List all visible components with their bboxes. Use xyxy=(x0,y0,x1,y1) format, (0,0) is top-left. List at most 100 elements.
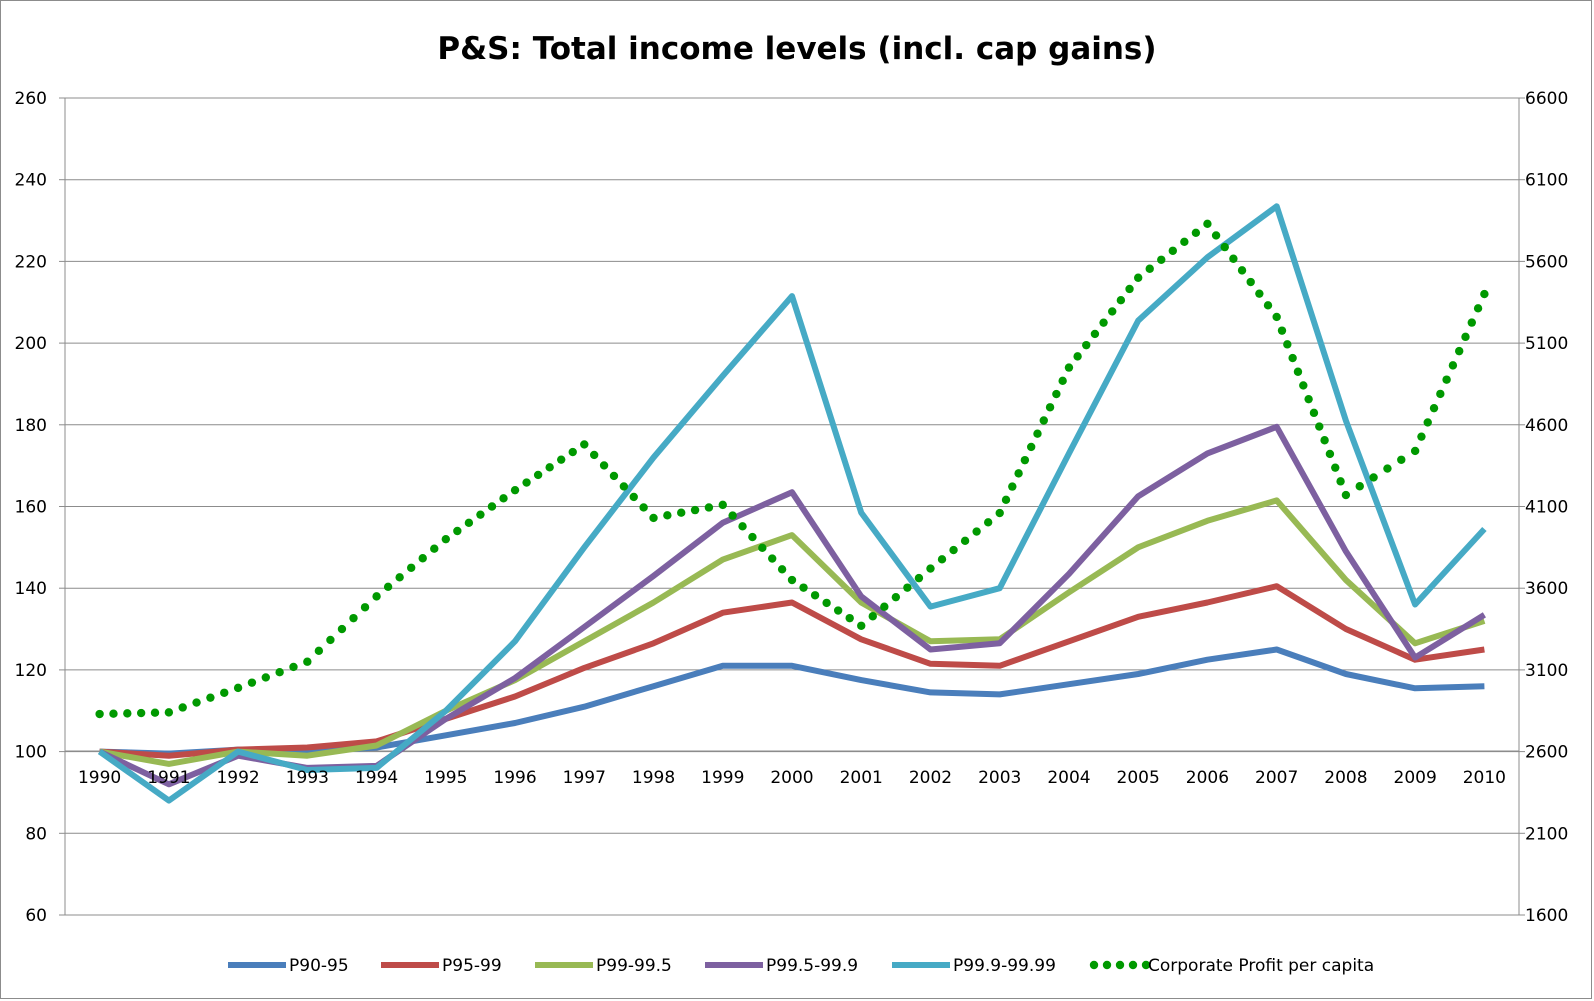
series-corporate-profit-dots xyxy=(95,219,1489,719)
data-point xyxy=(609,471,619,481)
y-tick-label: 80 xyxy=(25,824,47,844)
data-point xyxy=(1397,455,1406,464)
x-tick-label: 2004 xyxy=(1047,768,1090,788)
x-tick-label: 2008 xyxy=(1324,768,1367,788)
data-point xyxy=(810,591,820,600)
legend-marker-dotted xyxy=(1141,960,1151,970)
data-point xyxy=(1423,418,1432,427)
data-point xyxy=(1180,237,1189,246)
data-point xyxy=(926,564,935,573)
x-tick-label: 1996 xyxy=(493,768,536,788)
data-point xyxy=(1341,490,1351,500)
data-point xyxy=(1246,277,1255,287)
data-point xyxy=(150,708,160,717)
data-point xyxy=(589,450,599,460)
series-line-p95-99 xyxy=(99,583,1485,759)
data-point xyxy=(1090,329,1100,339)
data-point xyxy=(1082,340,1091,350)
x-tick-label: 1999 xyxy=(701,768,744,788)
data-point xyxy=(476,510,485,519)
x-tick-label: 1997 xyxy=(563,768,606,788)
y2-tick-label: 5100 xyxy=(1525,334,1568,354)
data-point xyxy=(1304,394,1313,404)
data-point xyxy=(1442,375,1451,384)
data-point xyxy=(1309,408,1319,418)
data-point xyxy=(1133,273,1143,282)
data-point xyxy=(1461,332,1470,342)
data-point xyxy=(261,673,270,682)
data-point xyxy=(1220,242,1229,252)
legend-label: P99-99.5 xyxy=(596,956,672,976)
data-point xyxy=(1099,318,1108,327)
data-point xyxy=(599,461,609,470)
x-tick-labels: 1990 1991 1992 1993 1994 1995 1996 1997 1998 1999… xyxy=(78,768,1506,788)
data-point xyxy=(822,598,831,608)
series-line-p99-99-5 xyxy=(99,497,1486,767)
data-point xyxy=(1320,436,1329,445)
data-point xyxy=(619,482,629,491)
y2-tick-label: 2100 xyxy=(1525,824,1568,844)
data-point xyxy=(1429,403,1439,413)
data-point xyxy=(738,522,747,531)
data-point xyxy=(326,635,335,645)
x-tick-label: 2002 xyxy=(909,768,952,788)
data-point xyxy=(1336,477,1345,486)
data-point xyxy=(383,582,393,592)
data-point xyxy=(1039,416,1048,425)
data-point xyxy=(1125,284,1134,294)
data-point xyxy=(960,536,970,546)
data-point xyxy=(123,709,132,718)
data-point xyxy=(1211,231,1221,240)
data-point xyxy=(430,544,439,553)
legend-marker-dotted xyxy=(1102,960,1112,970)
data-point xyxy=(1480,289,1489,299)
data-point xyxy=(1168,246,1178,255)
data-point xyxy=(568,447,577,457)
data-point xyxy=(1033,429,1042,438)
data-point xyxy=(1473,304,1483,313)
data-point xyxy=(1383,464,1392,473)
data-point xyxy=(903,583,912,592)
y-tick-label: 260 xyxy=(15,89,47,109)
legend-label: P90-95 xyxy=(289,956,349,976)
y2-tick-label: 3600 xyxy=(1525,579,1568,599)
data-point xyxy=(1237,266,1247,275)
x-tick-label: 1994 xyxy=(355,768,398,788)
data-point xyxy=(1331,463,1340,472)
data-point xyxy=(289,662,298,672)
data-point xyxy=(845,613,854,623)
data-point xyxy=(629,492,638,502)
data-point xyxy=(891,592,901,602)
data-point xyxy=(418,554,427,563)
data-point xyxy=(1108,307,1117,316)
data-point xyxy=(233,683,243,693)
data-point xyxy=(799,583,808,592)
data-point xyxy=(1272,312,1281,322)
data-point xyxy=(1410,446,1420,456)
y-tick-label: 100 xyxy=(15,743,47,763)
data-point xyxy=(372,592,381,601)
data-point xyxy=(1001,495,1011,505)
data-point xyxy=(1052,389,1061,399)
legend-label: Corporate Profit per capita xyxy=(1148,956,1374,976)
x-tick-label: 2006 xyxy=(1186,768,1229,788)
data-point xyxy=(677,508,686,517)
data-point xyxy=(545,463,554,472)
data-point xyxy=(728,511,737,520)
y2-tick-label: 1600 xyxy=(1525,906,1568,926)
data-point xyxy=(360,603,370,612)
data-point xyxy=(1299,381,1308,390)
data-point xyxy=(247,678,257,687)
data-point xyxy=(1008,482,1017,491)
data-point xyxy=(1283,340,1292,349)
y-tick-label: 140 xyxy=(15,579,47,599)
x-tick-label: 1992 xyxy=(216,768,259,788)
data-point xyxy=(580,440,589,449)
data-point xyxy=(337,624,347,634)
data-point xyxy=(1325,449,1335,459)
data-point xyxy=(833,606,843,615)
data-point xyxy=(1455,346,1464,356)
x-tick-label: 1991 xyxy=(147,768,190,788)
data-point xyxy=(164,708,174,717)
